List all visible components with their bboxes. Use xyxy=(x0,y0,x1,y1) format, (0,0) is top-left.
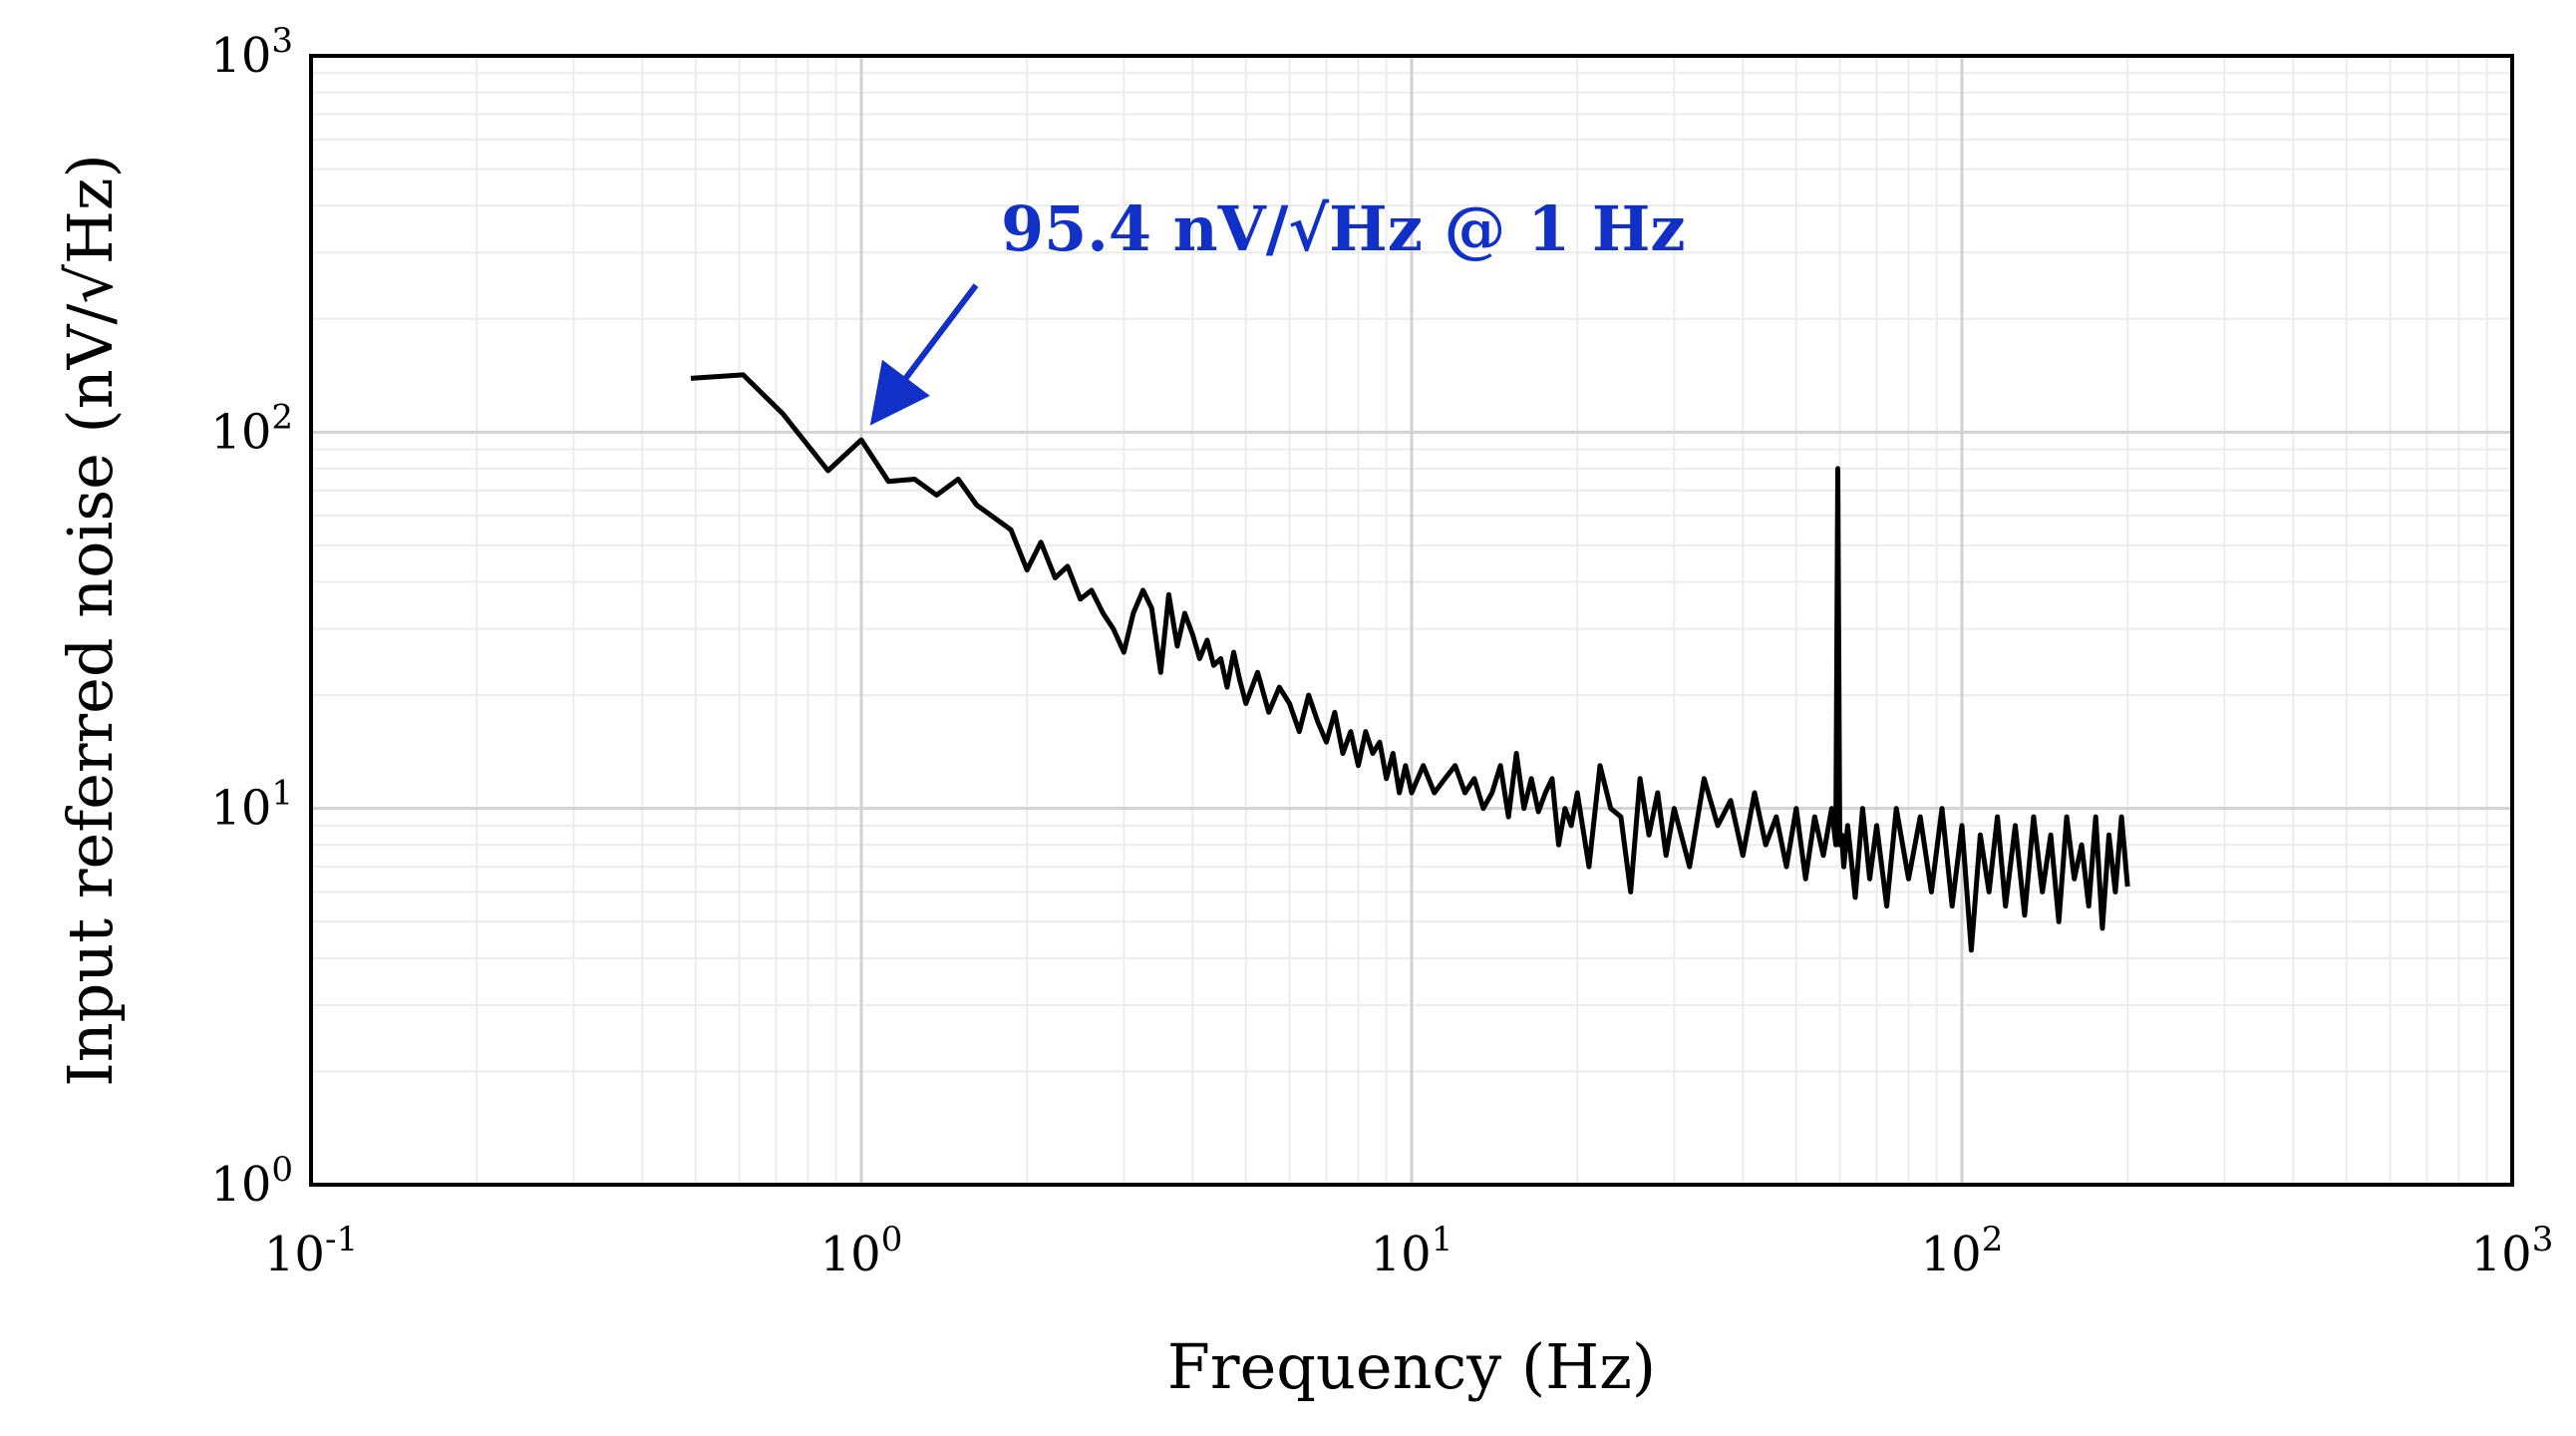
x-tick-label: 100 xyxy=(820,1220,903,1282)
x-tick-label: 103 xyxy=(2471,1220,2554,1282)
x-tick-label: 101 xyxy=(1371,1220,1453,1282)
annotation-layer: 95.4 nV/√Hz @ 1 Hz xyxy=(869,192,1686,426)
noise-series-line xyxy=(690,372,2130,953)
y-tick-label: 101 xyxy=(210,774,293,837)
x-tick-label: 10-1 xyxy=(264,1220,358,1282)
y-tick-label: 102 xyxy=(210,397,293,460)
y-tick-label: 103 xyxy=(210,21,293,84)
y-axis-title: Input referred noise (nV/√Hz) xyxy=(54,154,127,1087)
tick-labels: 10-1 100 101 102 103 100 101 102 103 xyxy=(210,21,2553,1282)
series-layer xyxy=(690,372,2130,953)
annotation-label: 95.4 nV/√Hz @ 1 Hz xyxy=(1001,192,1686,265)
x-axis-title: Frequency (Hz) xyxy=(1167,1330,1656,1403)
annotation-arrow xyxy=(869,283,979,426)
plot-frame xyxy=(309,54,2514,1187)
x-tick-label: 102 xyxy=(1921,1220,2004,1282)
y-tick-label: 100 xyxy=(210,1150,293,1213)
